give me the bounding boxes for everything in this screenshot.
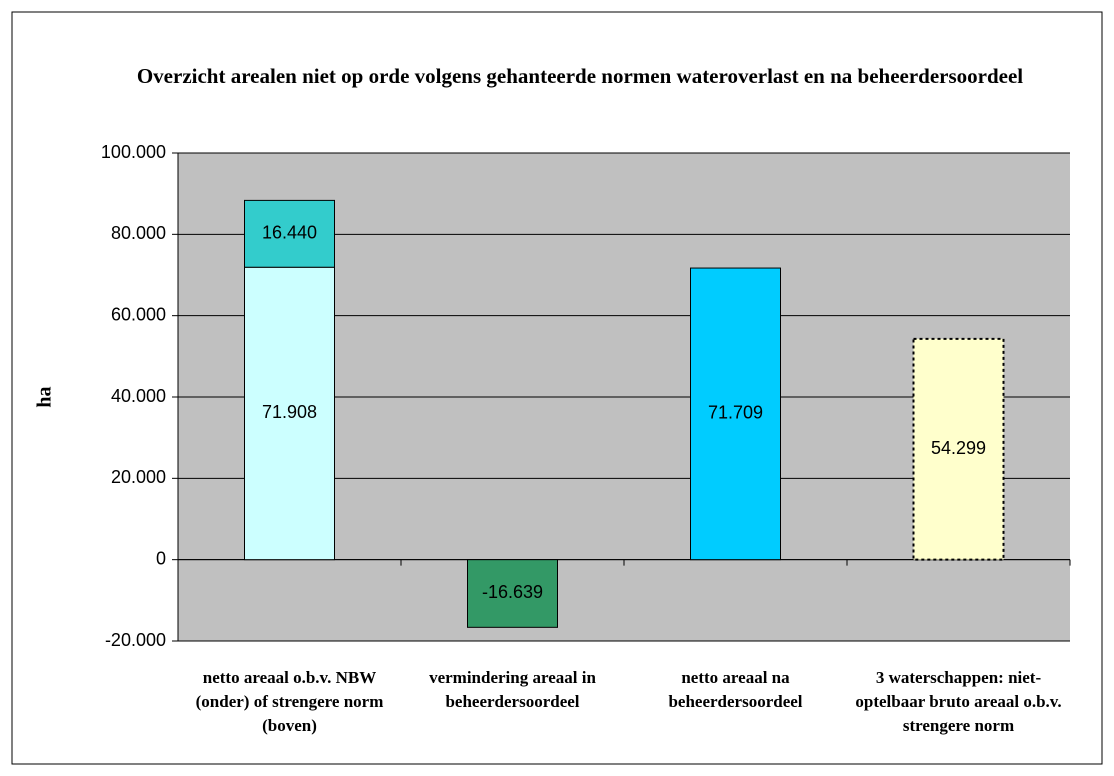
x-tick-label: netto areaal na beheerdersoordeel [668, 668, 803, 711]
bar [467, 559, 558, 628]
y-tick-label: 60.000 [111, 304, 166, 324]
y-axis-label: ha [34, 386, 56, 407]
bar [912, 337, 1005, 561]
y-tick-label: 40.000 [111, 386, 166, 406]
y-tick-label: 100.000 [101, 142, 166, 162]
value-label: 16.440 [262, 223, 317, 243]
bar [244, 199, 335, 268]
bar [690, 267, 781, 561]
y-tick-label: 0 [156, 548, 166, 568]
x-tick-label: vermindering areaal in beheerdersoordeel [429, 668, 596, 711]
bar [244, 266, 335, 561]
chart-title: Overzicht arealen niet op orde volgens g… [136, 64, 1024, 88]
value-label: -16.639 [482, 582, 543, 602]
x-tick-label: netto areaal o.b.v. NBW (onder) of stren… [195, 668, 384, 735]
x-tick-label: 3 waterschappen: niet-optelbaar bruto ar… [855, 668, 1062, 735]
y-tick-label: 20.000 [111, 467, 166, 487]
value-label: 71.709 [708, 403, 763, 423]
y-tick-label: -20.000 [105, 630, 166, 650]
y-tick-label: 80.000 [111, 223, 166, 243]
value-label: 54.299 [931, 438, 986, 458]
value-label: 71.908 [262, 402, 317, 422]
